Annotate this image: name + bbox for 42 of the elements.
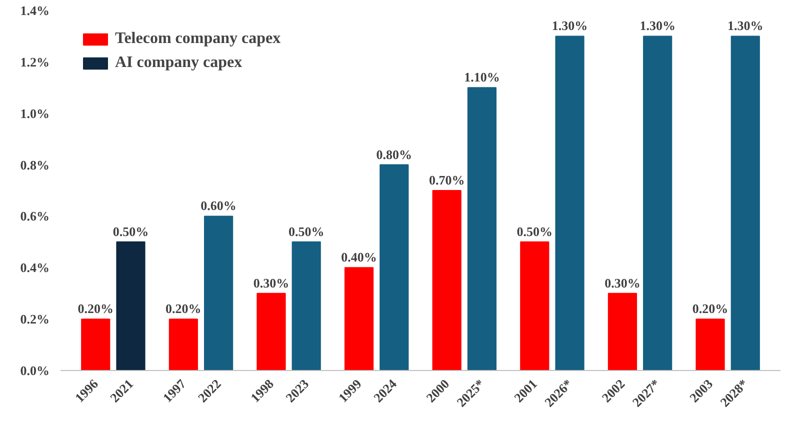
data-label: 0.20% [78, 301, 114, 316]
data-label: 0.50% [516, 224, 553, 239]
data-label: 0.60% [200, 198, 236, 214]
y-tick-label: 0.8% [20, 157, 50, 172]
bar [116, 241, 146, 370]
bar [643, 36, 672, 370]
bar [380, 164, 409, 370]
data-label: 0.30% [604, 275, 640, 290]
data-label: 0.30% [253, 275, 290, 290]
data-label: 0.20% [166, 301, 202, 316]
data-label: 0.70% [428, 172, 465, 188]
y-tick-label: 1.2% [20, 54, 50, 70]
bar [608, 292, 637, 370]
bar [467, 87, 497, 370]
bar [730, 36, 760, 370]
data-label: 0.20% [692, 301, 728, 316]
bar [344, 267, 374, 370]
bar [168, 318, 198, 370]
bar [256, 292, 286, 370]
bar [520, 241, 550, 370]
bar [81, 318, 110, 370]
bar [432, 190, 462, 370]
y-tick-label: 0.4% [20, 260, 50, 276]
data-label: 1.30% [728, 18, 764, 34]
bar [696, 318, 725, 370]
data-label: 1.10% [464, 70, 500, 85]
data-label: 0.40% [341, 250, 377, 265]
y-tick-label: 0.2% [20, 312, 50, 327]
data-label: 1.30% [552, 18, 588, 34]
bar [555, 36, 584, 370]
y-tick-label: 0.6% [20, 208, 50, 224]
data-label: 0.80% [376, 146, 412, 162]
bar [204, 216, 234, 370]
y-tick-label: 1.0% [20, 106, 50, 121]
data-label: 0.50% [288, 224, 324, 239]
y-tick-label: 1.4% [20, 3, 50, 18]
y-tick-label: 0.0% [20, 363, 50, 378]
legend-label: Telecom company capex [115, 30, 281, 48]
bar [292, 241, 321, 370]
data-label: 0.50% [112, 224, 149, 239]
data-label: 1.30% [640, 18, 676, 34]
legend-label: AI company capex [115, 54, 242, 72]
